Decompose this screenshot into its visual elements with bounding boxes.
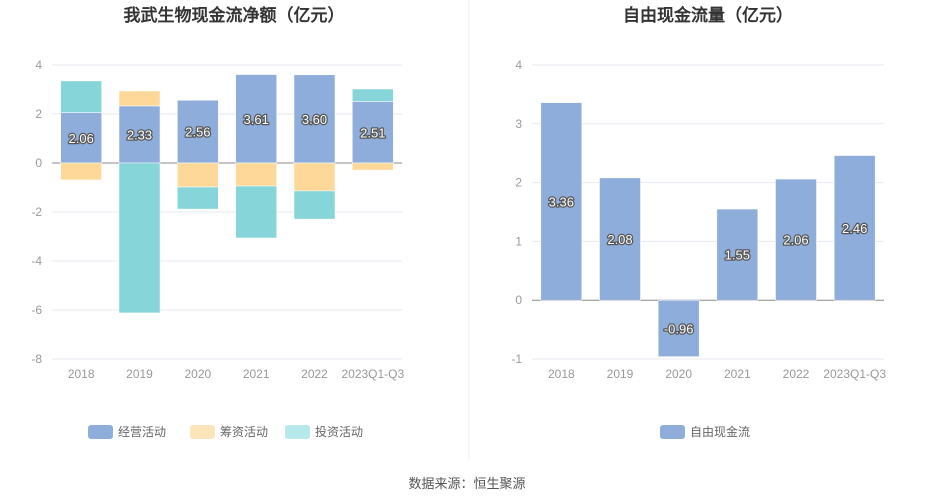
bar-投资活动: [118, 162, 161, 314]
bar-自由现金流: [833, 155, 876, 301]
legend-item-label[interactable]: 经营活动: [118, 425, 166, 439]
x-tick-label: 2018: [68, 367, 95, 381]
x-tick-label: 2023Q1-Q3: [823, 367, 886, 381]
bar-投资活动: [60, 80, 102, 113]
data-label: -0.96: [664, 321, 694, 336]
y-tick-label: -6: [31, 303, 42, 317]
data-label: 3.36: [549, 194, 574, 209]
bar-筹资活动: [235, 162, 277, 187]
x-tick-label: 2019: [126, 367, 153, 381]
x-tick-label: 2019: [607, 367, 634, 381]
bar-筹资活动: [293, 162, 336, 192]
legend-item-label[interactable]: 投资活动: [315, 424, 363, 439]
y-tick-label: 2: [515, 176, 522, 190]
y-tick-label: -2: [31, 205, 42, 219]
y-tick-label: -4: [31, 254, 42, 268]
source-note: 数据来源：恒生聚源: [408, 476, 525, 491]
legend-item-label[interactable]: 筹资活动: [220, 425, 268, 439]
bar-投资活动: [352, 88, 394, 102]
bar-自由现金流: [599, 177, 641, 301]
data-label: 1.55: [725, 248, 750, 263]
bar-经营活动: [293, 74, 336, 164]
data-label: 2.06: [69, 131, 94, 146]
x-tick-label: 2018: [548, 367, 575, 381]
legend-item-swatch[interactable]: [88, 425, 113, 439]
bar-自由现金流: [775, 178, 817, 301]
y-tick-label: 2: [35, 107, 42, 121]
bar-自由现金流: [540, 102, 583, 301]
y-tick-label: 4: [35, 58, 42, 72]
bar-经营活动: [235, 74, 277, 164]
data-label: 2.33: [127, 127, 152, 142]
data-label: 3.61: [244, 112, 269, 127]
x-tick-label: 2021: [243, 367, 270, 381]
y-tick-label: -1: [511, 352, 522, 366]
x-tick-label: 2020: [184, 367, 211, 381]
bar-投资活动: [293, 190, 336, 220]
bar-筹资活动: [177, 162, 219, 188]
y-tick-label: 4: [515, 58, 522, 72]
x-tick-label: 2022: [301, 367, 328, 381]
legend-item-label[interactable]: 自由现金流: [690, 424, 750, 439]
y-tick-label: 0: [515, 293, 522, 307]
x-tick-label: 2021: [724, 367, 751, 381]
data-label: 2.51: [360, 125, 385, 140]
chart-title: 自由现金流量（亿元）: [623, 5, 793, 25]
bar-经营活动: [177, 100, 219, 164]
bar-筹资活动: [60, 162, 102, 181]
data-label: 2.46: [842, 221, 867, 236]
bar-投资活动: [235, 185, 277, 239]
legend-item-swatch[interactable]: [190, 425, 215, 439]
y-tick-label: -8: [31, 352, 42, 366]
x-tick-label: 2020: [665, 367, 692, 381]
data-label: 2.56: [185, 125, 210, 140]
bar-投资活动: [177, 186, 219, 210]
chart-title: 我武生物现金流净额（亿元）: [124, 5, 345, 25]
bar-自由现金流: [657, 299, 700, 357]
x-tick-label: 2023Q1-Q3: [341, 367, 404, 381]
legend-item-swatch[interactable]: [660, 425, 685, 439]
y-tick-label: 1: [515, 234, 522, 248]
data-label: 2.06: [783, 233, 808, 248]
data-label: 2.08: [607, 232, 632, 247]
legend-item-swatch[interactable]: [285, 425, 310, 439]
y-tick-label: 3: [515, 117, 522, 131]
data-label: 3.60: [302, 112, 327, 127]
bar-经营活动: [60, 112, 102, 164]
y-tick-label: 0: [35, 156, 42, 170]
bar-筹资活动: [352, 162, 394, 171]
bar-自由现金流: [716, 208, 759, 301]
bar-筹资活动: [118, 90, 161, 107]
bar-经营活动: [118, 105, 161, 164]
x-tick-label: 2022: [783, 367, 810, 381]
